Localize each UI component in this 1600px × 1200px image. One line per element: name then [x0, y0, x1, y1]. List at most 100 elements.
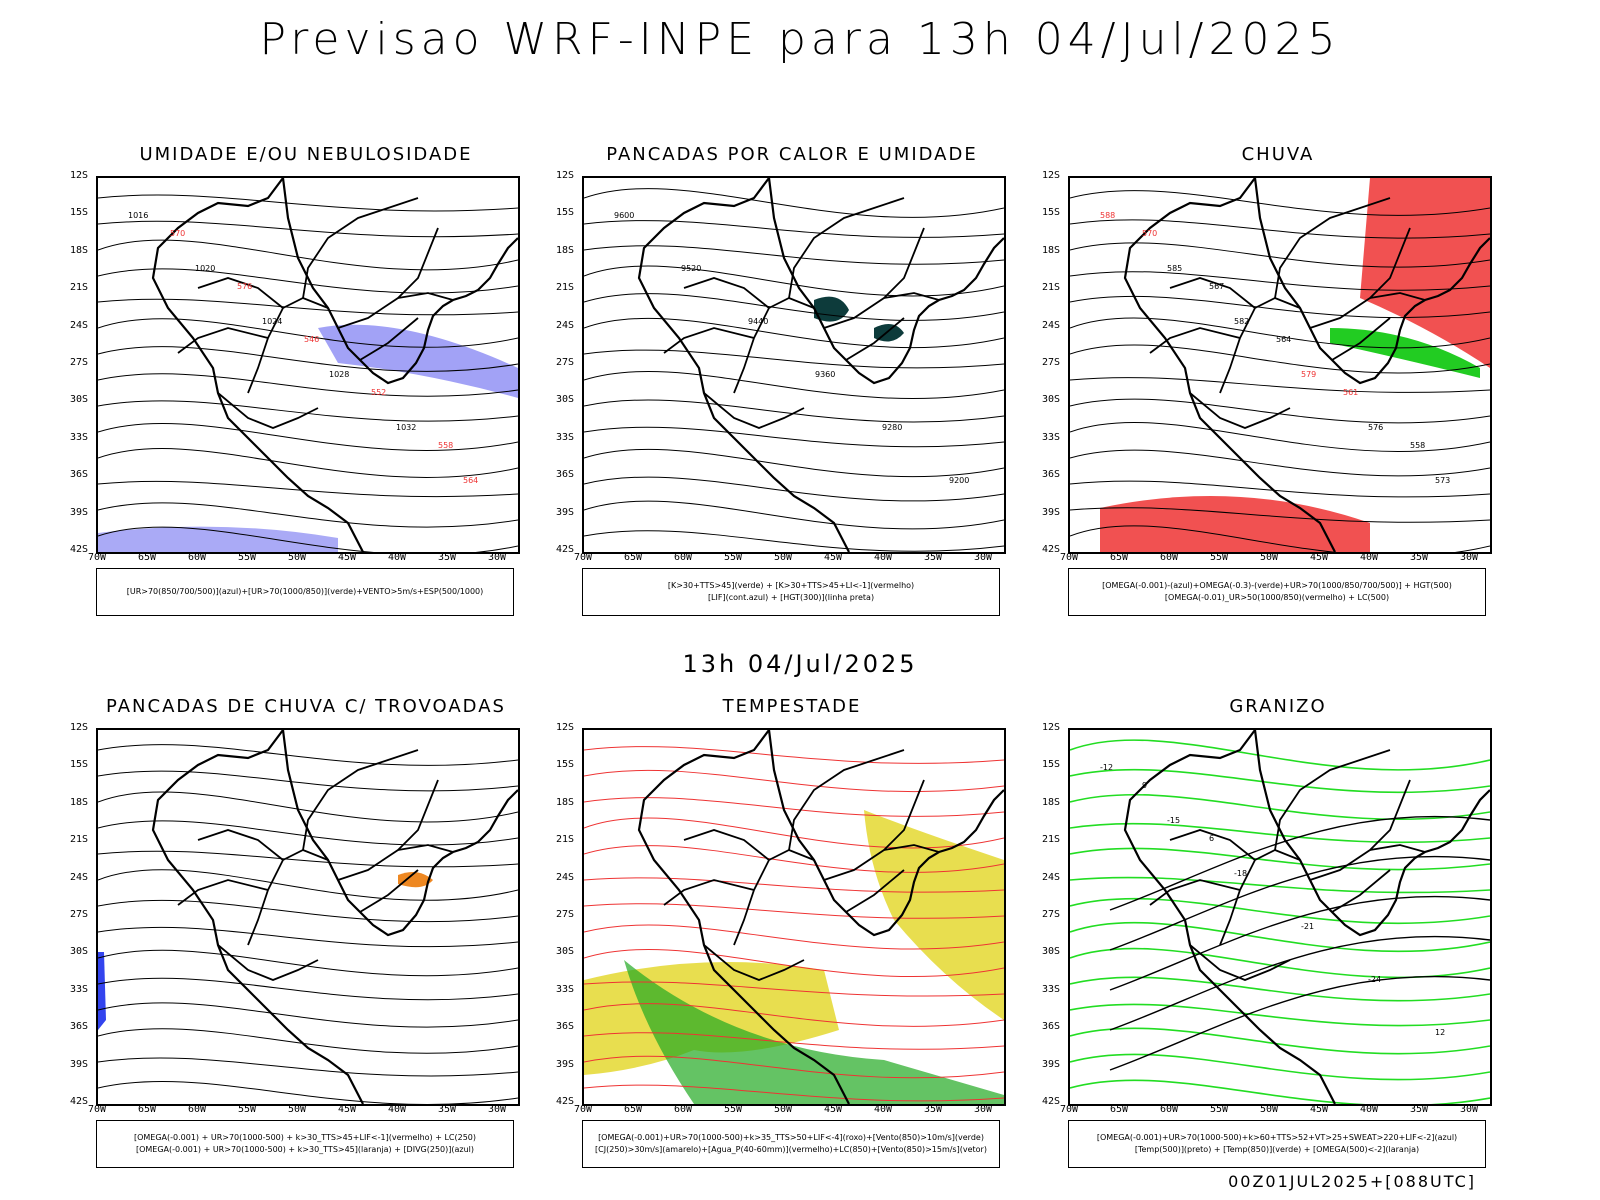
- state-border: [337, 227, 439, 329]
- legend-line: [OMEGA(-0.001) + UR>70(1000-500) + k>30_…: [133, 1133, 477, 1142]
- storm-area: [398, 871, 433, 888]
- legend-line: [K>30+TTS>45](verde) + [K>30+TTS>45+LI<-…: [667, 581, 915, 590]
- contour-line: [584, 903, 1004, 919]
- lat-tick: 30S: [1042, 946, 1061, 958]
- contour-line: [1070, 876, 1490, 894]
- lon-tick: 50W: [774, 552, 793, 563]
- panel-title: CHUVA: [1241, 144, 1315, 165]
- state-border: [703, 944, 805, 981]
- state-border: [247, 297, 329, 394]
- lon-tick: 60W: [674, 1104, 693, 1115]
- panel-legend: [OMEGA(-0.001)+UR>70(1000-500)+k>35_TTS>…: [582, 1120, 1000, 1168]
- state-border: [1149, 879, 1241, 906]
- lat-tick: 42S: [70, 544, 89, 555]
- lon-tick: 50W: [1260, 552, 1279, 563]
- lon-tick: 40W: [388, 552, 407, 563]
- lat-tick: 39S: [70, 506, 89, 518]
- lon-tick: 70W: [1060, 1104, 1079, 1115]
- state-border: [1309, 779, 1411, 881]
- lat-tick: 18S: [70, 244, 89, 256]
- state-border: [683, 829, 770, 861]
- contour-line: [1070, 421, 1490, 453]
- lat-tick: 12S: [70, 170, 89, 181]
- contour-label: 588: [1100, 211, 1115, 220]
- contour-line: [584, 245, 1004, 265]
- lon-tick: 35W: [438, 1104, 457, 1115]
- contour-label: 9440: [748, 317, 768, 326]
- state-border: [177, 327, 269, 354]
- temp500-line: [1109, 975, 1490, 1071]
- panel-title: PANCADAS DE CHUVA C/ TROVOADAS: [106, 696, 506, 717]
- state-border: [845, 869, 905, 913]
- lat-tick: 12S: [1042, 170, 1061, 181]
- contour-label: 579: [1301, 370, 1316, 379]
- contour-line: [1070, 449, 1490, 477]
- lon-tick: 35W: [438, 552, 457, 563]
- subtitle-time: 13h 04/Jul/2025: [682, 650, 918, 678]
- contour-label: 1032: [396, 423, 416, 432]
- contour-line: [1070, 921, 1490, 953]
- panel-legend: [OMEGA(-0.001)-(azul)+OMEGA(-0.3)-(verde…: [1068, 568, 1486, 616]
- contour-label: -12: [1100, 763, 1113, 772]
- main-title: Previsao WRF-INPE para 13h 04/Jul/2025: [259, 14, 1341, 65]
- coastline: [637, 178, 850, 552]
- contour-line: [1070, 377, 1490, 393]
- lon-tick: 30W: [488, 1104, 507, 1115]
- lon-tick: 30W: [974, 552, 993, 563]
- lon-tick: 50W: [288, 552, 307, 563]
- lat-tick: 15S: [556, 759, 575, 771]
- lon-tick: 60W: [188, 552, 207, 563]
- lat-tick: 39S: [556, 506, 575, 518]
- contour-line: [584, 500, 1004, 530]
- contour-line: [584, 476, 1004, 502]
- lon-tick: 70W: [88, 1104, 107, 1115]
- lon-tick: 45W: [1310, 1104, 1329, 1115]
- lat-tick: 33S: [70, 431, 89, 443]
- contour-label: 12: [1435, 1028, 1445, 1037]
- contour-line: [98, 480, 518, 498]
- state-border: [1331, 317, 1391, 361]
- forecast-map: 1016 1020 1024 1028 1032 564 570 576 546 552 558: [96, 176, 520, 554]
- contour-line: [1070, 976, 1490, 1002]
- temp500-line: [1109, 815, 1490, 911]
- lat-tick: 33S: [70, 983, 89, 995]
- contour-line: [98, 346, 518, 372]
- contour-line: [584, 399, 1004, 423]
- lat-tick: 24S: [70, 319, 89, 331]
- contour-line: [98, 502, 518, 528]
- contour-label: 1016: [128, 211, 148, 220]
- contour-label: 552: [371, 388, 386, 397]
- lon-tick: 65W: [138, 1104, 157, 1115]
- lat-tick: 30S: [70, 394, 89, 406]
- divergence-area: [98, 952, 106, 1030]
- coastline: [637, 730, 850, 1104]
- contour-line: [584, 1055, 1004, 1079]
- lat-tick: 42S: [1042, 1096, 1061, 1107]
- panel-title: UMIDADE E/OU NEBULOSIDADE: [139, 144, 473, 165]
- lat-tick: 24S: [70, 871, 89, 883]
- lon-tick: 55W: [238, 1104, 257, 1115]
- lon-tick: 55W: [238, 552, 257, 563]
- contour-line: [584, 370, 1004, 400]
- state-border: [397, 292, 454, 301]
- contour-label: 567: [1209, 282, 1224, 291]
- lat-tick: 24S: [1042, 319, 1061, 331]
- contour-line: [98, 1002, 518, 1028]
- contour-line: [1070, 398, 1490, 424]
- wind-area: [624, 960, 1004, 1104]
- contour-line: [98, 526, 518, 552]
- contour-line: [98, 977, 518, 1001]
- coastline: [1123, 730, 1336, 1104]
- state-border: [1219, 297, 1301, 394]
- map-panel-5: TEMPESTADE 12S 15S 18S 21S 24S 27S 30S 33S 36S 39S…: [556, 696, 1012, 1168]
- lon-tick: 65W: [624, 1104, 643, 1115]
- panel-title: GRANIZO: [1229, 696, 1327, 717]
- state-border: [1309, 227, 1411, 329]
- temp500-line: [1109, 855, 1490, 951]
- lon-tick: 45W: [338, 552, 357, 563]
- contour-line: [584, 1003, 1004, 1027]
- jet-area: [864, 810, 1004, 1020]
- state-border: [1189, 392, 1291, 429]
- panel-legend: [UR>70(850/700/500)](azul)+[UR>70(1000/8…: [96, 568, 514, 616]
- lat-tick: 27S: [70, 357, 89, 368]
